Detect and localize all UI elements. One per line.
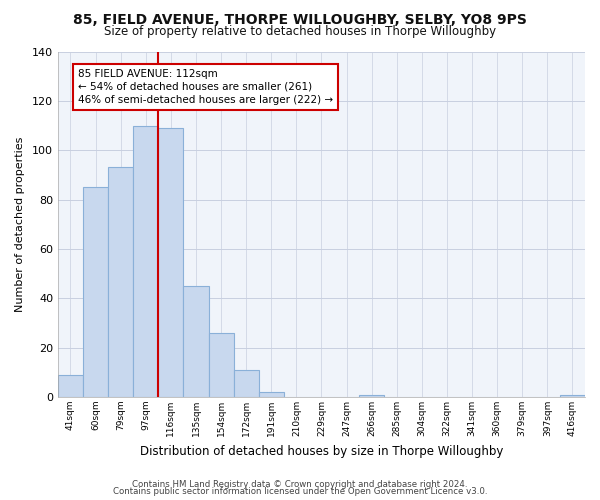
Bar bbox=[58, 375, 83, 397]
Bar bbox=[158, 128, 184, 397]
Bar bbox=[83, 187, 108, 397]
X-axis label: Distribution of detached houses by size in Thorpe Willoughby: Distribution of detached houses by size … bbox=[140, 444, 503, 458]
Bar bbox=[133, 126, 158, 397]
Text: 85 FIELD AVENUE: 112sqm
← 54% of detached houses are smaller (261)
46% of semi-d: 85 FIELD AVENUE: 112sqm ← 54% of detache… bbox=[78, 69, 333, 105]
Bar bbox=[233, 370, 259, 397]
Text: Contains public sector information licensed under the Open Government Licence v3: Contains public sector information licen… bbox=[113, 487, 487, 496]
Bar bbox=[259, 392, 284, 397]
Text: 85, FIELD AVENUE, THORPE WILLOUGHBY, SELBY, YO8 9PS: 85, FIELD AVENUE, THORPE WILLOUGHBY, SEL… bbox=[73, 12, 527, 26]
Bar bbox=[184, 286, 209, 397]
Bar bbox=[560, 394, 585, 397]
Bar bbox=[359, 394, 384, 397]
Y-axis label: Number of detached properties: Number of detached properties bbox=[15, 136, 25, 312]
Text: Size of property relative to detached houses in Thorpe Willoughby: Size of property relative to detached ho… bbox=[104, 25, 496, 38]
Bar bbox=[209, 333, 233, 397]
Bar bbox=[108, 168, 133, 397]
Text: Contains HM Land Registry data © Crown copyright and database right 2024.: Contains HM Land Registry data © Crown c… bbox=[132, 480, 468, 489]
